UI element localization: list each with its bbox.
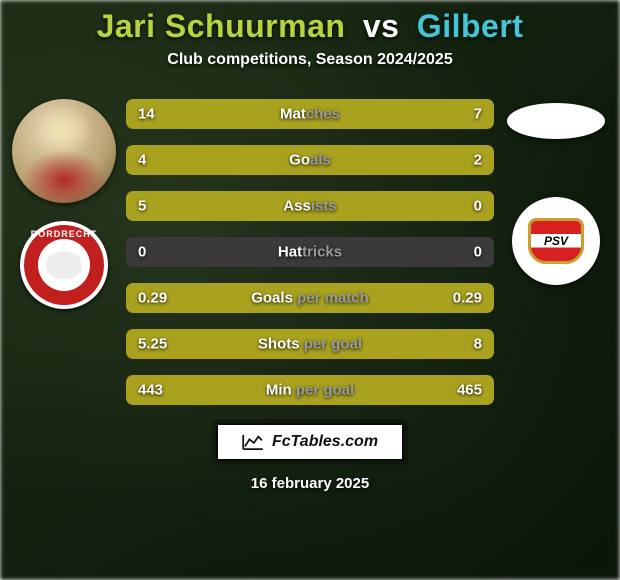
- stat-label: Hattricks: [278, 244, 342, 261]
- psv-text: PSV: [544, 234, 568, 248]
- stat-value-left: 14: [138, 106, 155, 123]
- stat-row: 14 7 Matches: [126, 99, 494, 129]
- left-side: DORDRECHT: [8, 99, 120, 309]
- stat-label-dark: per goal: [300, 336, 363, 353]
- date-text: 16 february 2025: [0, 475, 620, 492]
- stat-row: 0 0 Hattricks: [126, 237, 494, 267]
- stat-label-white: Hat: [278, 244, 302, 261]
- chart-icon: [242, 434, 264, 450]
- title-vs: vs: [363, 8, 400, 44]
- content-root: Jari Schuurman vs Gilbert Club competiti…: [0, 0, 620, 580]
- stat-fill-left: [126, 145, 369, 175]
- stat-label-dark: als: [310, 152, 331, 169]
- stat-label-white: Ass: [283, 198, 311, 215]
- player2-club-badge: PSV: [512, 197, 600, 285]
- footer: FcTables.com 16 february 2025: [0, 423, 620, 492]
- brand-box[interactable]: FcTables.com: [216, 423, 404, 461]
- stat-value-left: 443: [138, 382, 163, 399]
- stat-label-white: Goals: [251, 290, 293, 307]
- player1-avatar: [12, 99, 116, 203]
- stat-row: 0.29 0.29 Goals per match: [126, 283, 494, 313]
- player1-club-badge: DORDRECHT: [20, 221, 108, 309]
- stat-value-right: 7: [474, 106, 482, 123]
- player2-flag-oval: [507, 103, 605, 139]
- club-dordrecht-text: DORDRECHT: [24, 229, 104, 239]
- club-dordrecht-inner: [38, 239, 90, 291]
- subtitle: Club competitions, Season 2024/2025: [0, 51, 620, 69]
- stat-row: 5 0 Assists: [126, 191, 494, 221]
- stat-value-right: 0: [474, 244, 482, 261]
- stat-value-right: 465: [457, 382, 482, 399]
- stat-label: Shots per goal: [258, 336, 362, 353]
- stat-label-dark: per goal: [292, 382, 355, 399]
- sheep-icon: [46, 251, 82, 279]
- stat-label-dark: ists: [311, 198, 337, 215]
- page-title: Jari Schuurman vs Gilbert: [0, 0, 620, 45]
- stat-label-dark: tricks: [302, 244, 342, 261]
- stat-label-white: Go: [289, 152, 310, 169]
- stat-value-right: 8: [474, 336, 482, 353]
- stat-value-right: 0: [474, 198, 482, 215]
- stat-label-dark: per match: [293, 290, 369, 307]
- title-player2: Gilbert: [417, 8, 524, 44]
- comparison-bars: 14 7 Matches 4 2 Goals 5 0 Assists 0 0 Hattricks 0.2…: [120, 99, 500, 405]
- psv-shield-icon: PSV: [528, 218, 584, 264]
- stat-value-left: 0: [138, 244, 146, 261]
- brand-text: FcTables.com: [272, 433, 378, 451]
- stat-label: Goals per match: [251, 290, 369, 307]
- stat-row: 5.25 8 Shots per goal: [126, 329, 494, 359]
- stat-label-white: Shots: [258, 336, 300, 353]
- stat-value-right: 0.29: [453, 290, 482, 307]
- stat-value-left: 4: [138, 152, 146, 169]
- stat-label-white: Mat: [280, 106, 306, 123]
- stat-label-white: Min: [266, 382, 292, 399]
- title-player1: Jari Schuurman: [97, 8, 346, 44]
- stat-label: Assists: [283, 198, 336, 215]
- stat-value-left: 5.25: [138, 336, 167, 353]
- stat-value-left: 0.29: [138, 290, 167, 307]
- stat-label: Min per goal: [266, 382, 354, 399]
- stat-label: Matches: [280, 106, 340, 123]
- stat-fill-right: [347, 329, 494, 359]
- right-side: PSV: [500, 99, 612, 285]
- stat-label-dark: ches: [306, 106, 340, 123]
- stat-row: 443 465 Min per goal: [126, 375, 494, 405]
- stat-row: 4 2 Goals: [126, 145, 494, 175]
- stat-label: Goals: [289, 152, 331, 169]
- comparison-layout: DORDRECHT 14 7 Matches 4 2 Goals 5 0 Assists 0 0 Ha…: [0, 99, 620, 405]
- stat-value-right: 2: [474, 152, 482, 169]
- stat-value-left: 5: [138, 198, 146, 215]
